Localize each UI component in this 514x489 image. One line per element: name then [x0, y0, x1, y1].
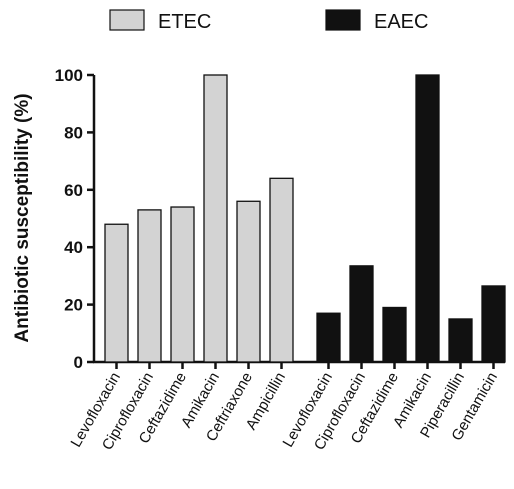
y-tick-label: 80 — [64, 123, 83, 142]
bar-etec — [137, 209, 162, 363]
y-tick-label: 20 — [64, 296, 83, 315]
bar-etec — [269, 177, 294, 363]
y-tick-label: 60 — [64, 181, 83, 200]
y-tick-label: 0 — [74, 353, 83, 372]
y-tick-label: 100 — [55, 66, 83, 85]
bar-eaec — [382, 306, 407, 363]
bars — [104, 74, 506, 363]
legend-label-etec: ETEC — [158, 11, 211, 33]
bar-eaec — [481, 285, 506, 363]
bar-eaec — [415, 74, 440, 363]
legend-swatch-eaec — [325, 9, 361, 31]
bar-etec — [170, 206, 195, 363]
bar-etec — [104, 223, 129, 363]
y-axis-title: Antibiotic susceptibility (%) — [12, 93, 33, 342]
y-tick-label: 40 — [64, 238, 83, 257]
x-tick-labels: LevofloxacinCiprofloxacinCeftazidimeAmik… — [68, 370, 501, 454]
legend-label-eaec: EAEC — [374, 11, 428, 33]
bar-eaec — [448, 318, 473, 363]
bar-etec — [203, 74, 228, 363]
axes: 0 20 40 60 80 100 — [55, 66, 505, 372]
bar-eaec — [349, 265, 374, 363]
legend-swatch-etec — [109, 9, 145, 31]
bar-etec — [236, 200, 261, 363]
legend: ETEC EAEC — [109, 9, 428, 33]
bar-eaec — [316, 312, 341, 363]
